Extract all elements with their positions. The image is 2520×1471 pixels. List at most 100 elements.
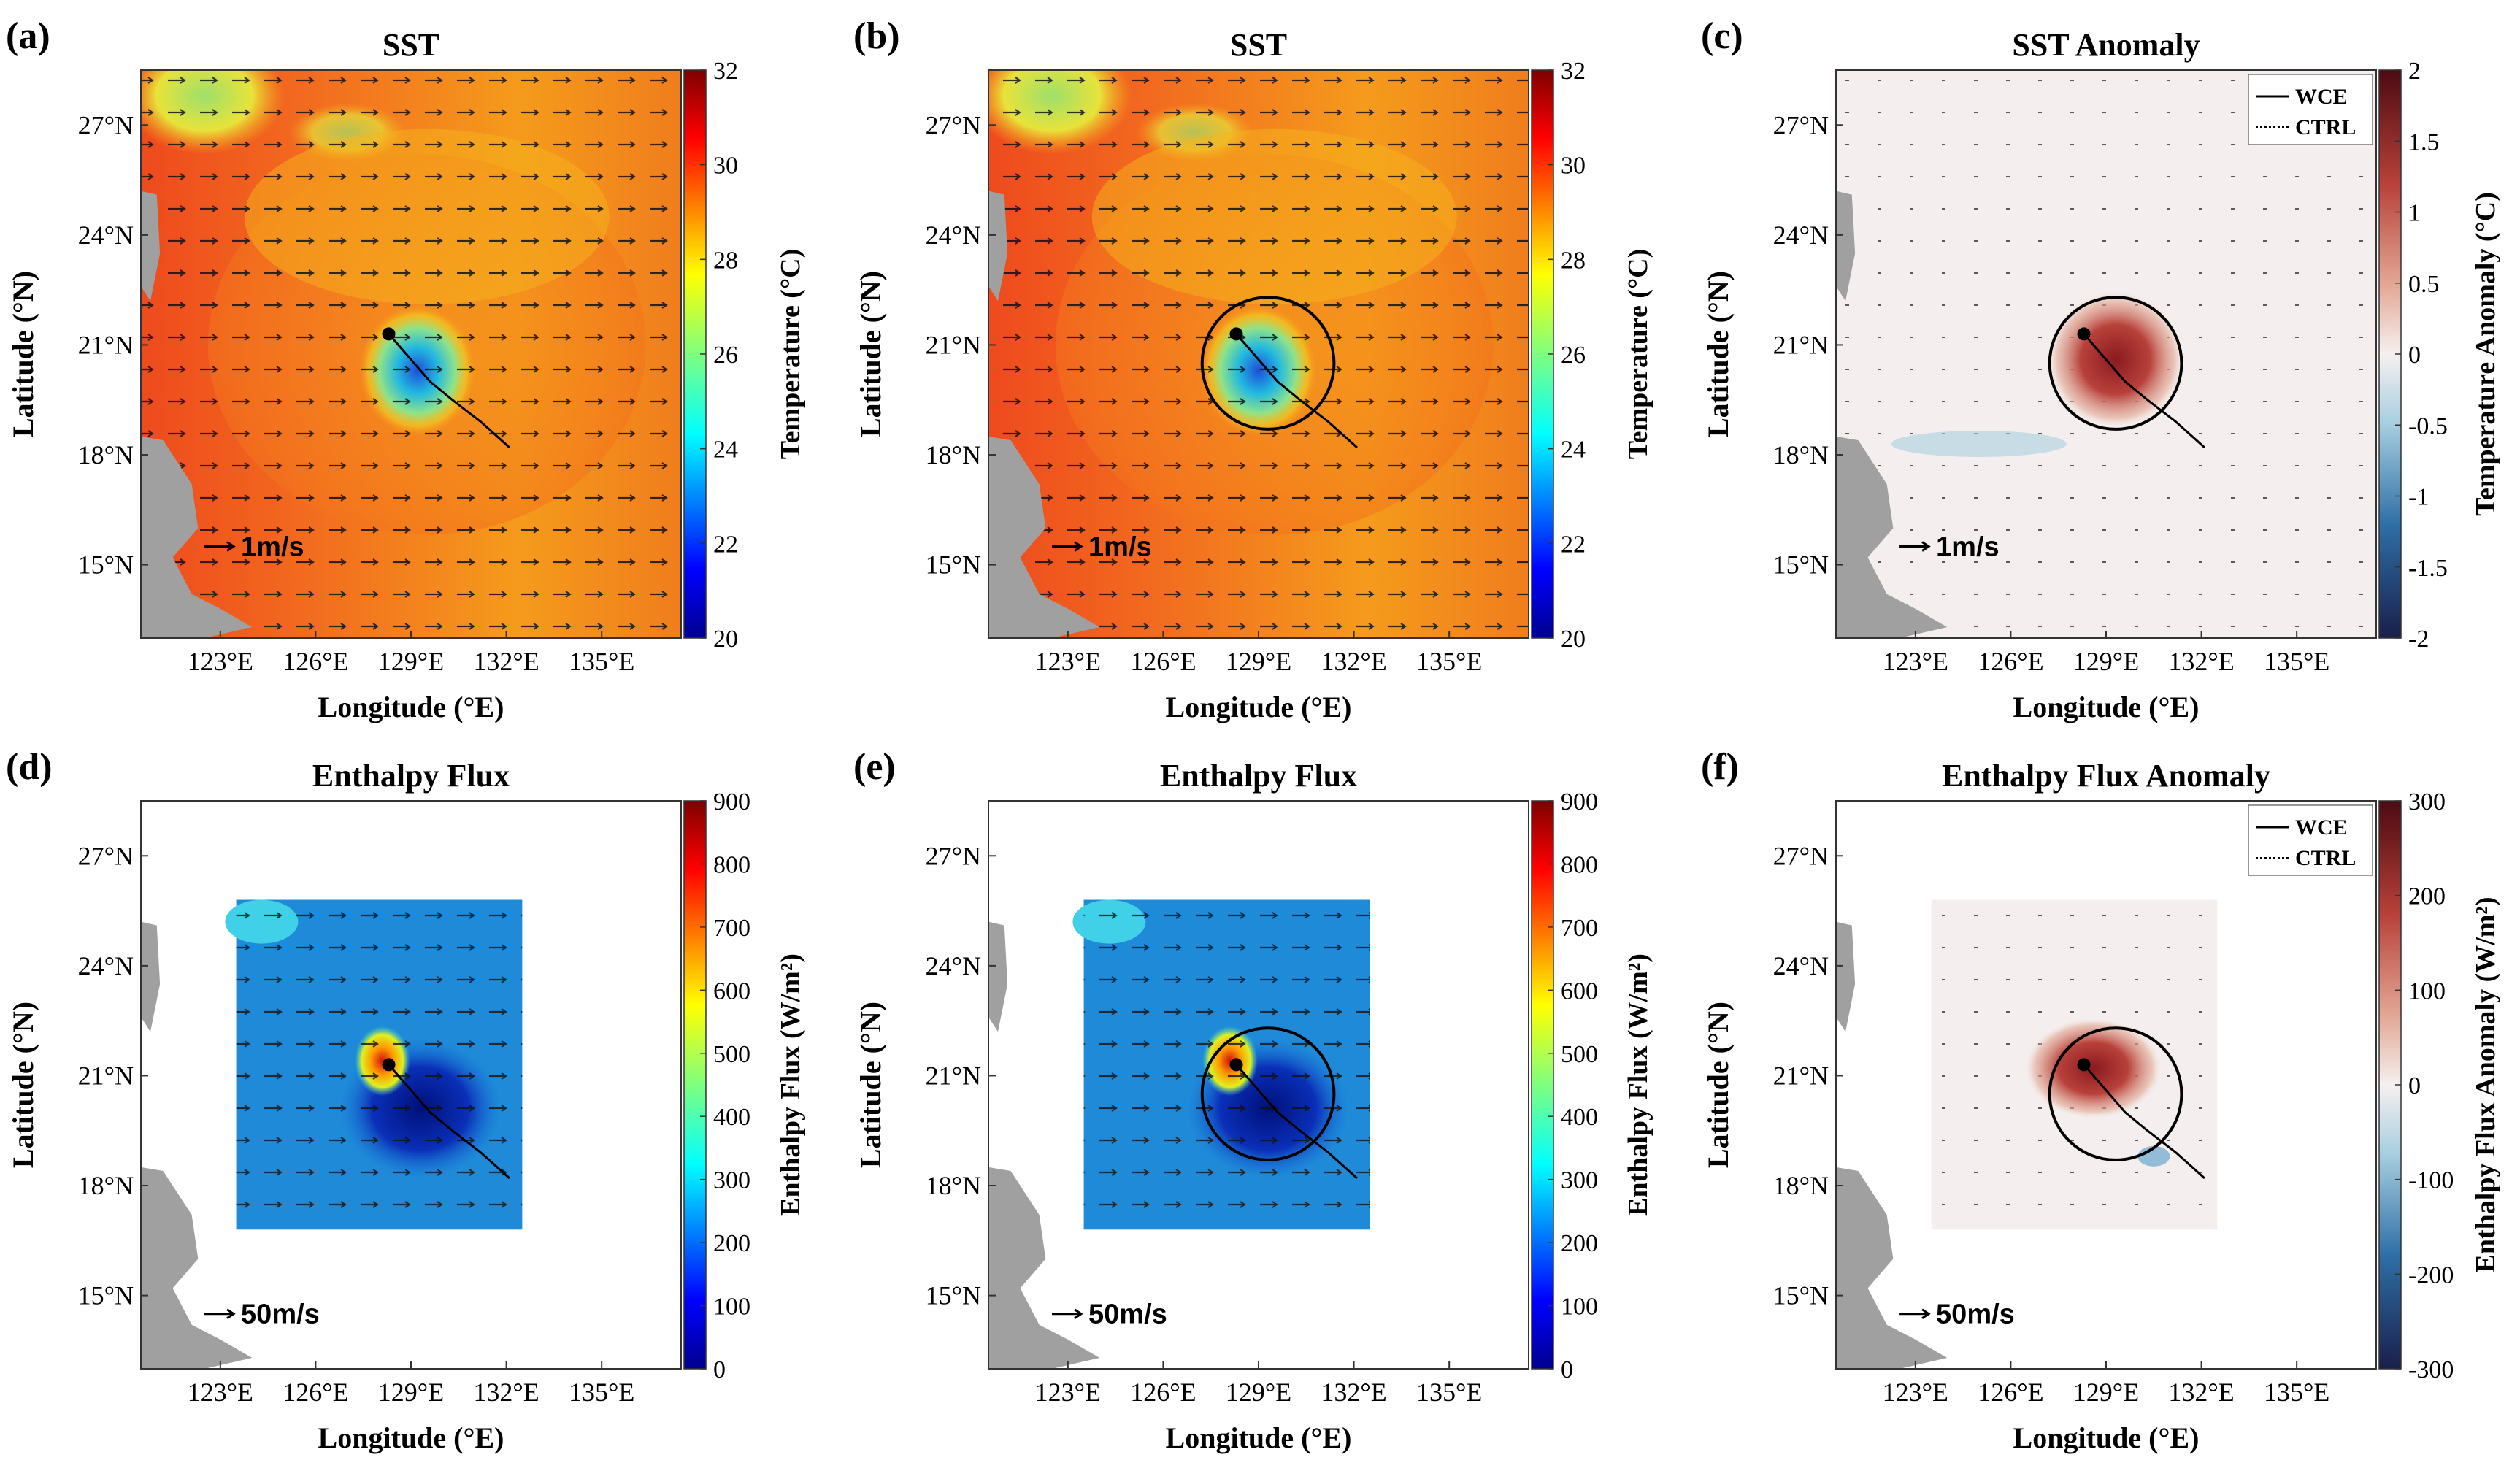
colorbar-tick-label: 30 (713, 153, 738, 180)
colorbar-tick-label: 1.5 (2408, 128, 2440, 155)
colorbar-tick-label: 22 (713, 531, 738, 558)
panel-title: Enthalpy Flux (312, 758, 510, 794)
typhoon-track (2083, 1064, 2205, 1180)
colorbar-tick-label: 800 (713, 851, 750, 878)
plot-area (1836, 801, 2376, 1369)
y-tick-label: 27°N (926, 841, 981, 870)
panel-label: (d) (6, 746, 53, 788)
reference-vector-head (1921, 1308, 1931, 1319)
y-tick-label: 18°N (1773, 1171, 1829, 1200)
colorbar-tick-label: 1 (2408, 200, 2421, 227)
colorbar-label: Enthalpy Flux (W/m²) (775, 953, 806, 1216)
y-tick-label: 27°N (1773, 841, 1829, 870)
colorbar-tick-label: 20 (713, 626, 738, 653)
y-tick-label: 27°N (78, 841, 134, 870)
sst-anomaly-warm (2046, 290, 2186, 429)
typhoon-track (1235, 1064, 1358, 1180)
land-luzon (141, 436, 253, 638)
colorbar-tick-label: -1.5 (2408, 555, 2448, 582)
colorbar-tick-label: 32 (713, 58, 738, 85)
x-axis-label: Longitude (°E) (1166, 691, 1352, 723)
track-start-marker (2077, 327, 2091, 341)
x-tick-label: 123°E (188, 647, 253, 676)
land-taiwan (988, 921, 1008, 1032)
track-start-marker (382, 327, 396, 341)
y-tick-label: 24°N (926, 220, 981, 250)
panel-b: (b) SST 1m/s 123°E 126°E 129°E 132°E 135°E 15°N 1… (853, 15, 1653, 723)
x-tick-label: 135°E (2264, 647, 2329, 676)
colorbar-tick-label: 26 (1561, 342, 1586, 369)
track-start-marker (382, 1058, 396, 1072)
y-tick-label: 15°N (1773, 1281, 1829, 1310)
colorbar-label: Temperature (°C) (775, 249, 806, 460)
wce-circle (1200, 1026, 1336, 1161)
colorbar-tick-label: 28 (713, 247, 738, 274)
y-tick-label: 24°N (78, 220, 134, 250)
colorbar-tick-label: 700 (1561, 915, 1598, 942)
x-tick-label: 123°E (1883, 647, 1948, 676)
colorbar-tick-label: 0.5 (2408, 271, 2440, 298)
colorbar-tick-label: 500 (1561, 1041, 1598, 1068)
panel-title: Enthalpy Flux (1160, 758, 1357, 794)
x-tick-label: 126°E (283, 647, 348, 676)
x-axis-label: Longitude (°E) (1166, 1421, 1352, 1454)
land-taiwan (1836, 921, 1856, 1032)
y-tick-label: 24°N (926, 951, 981, 980)
wind-vectors (1083, 899, 1370, 1230)
panel-title: SST Anomaly (2012, 27, 2200, 63)
reference-vector-label: 1m/s (1936, 532, 2000, 563)
plot-area (988, 801, 1529, 1369)
y-tick-label: 18°N (78, 1171, 134, 1200)
x-tick-label: 129°E (1226, 647, 1291, 676)
y-tick-label: 21°N (926, 1061, 981, 1090)
colorbar-tick-label: 2 (2408, 58, 2421, 85)
wce-circle (2048, 1026, 2183, 1161)
y-tick-label: 24°N (1773, 951, 1829, 980)
y-axis-label: Latitude (°N) (7, 1002, 39, 1168)
sst-anomaly-cool (1891, 430, 2067, 457)
reference-vector-head (226, 1308, 236, 1319)
track-start-marker (1229, 1058, 1243, 1072)
x-tick-label: 126°E (1130, 647, 1196, 676)
wind-vectors (236, 899, 523, 1230)
colorbar-tick-label: 22 (1561, 531, 1586, 558)
colorbar-tick-label: 600 (713, 978, 750, 1005)
y-tick-label: 24°N (78, 951, 134, 980)
y-tick-label: 27°N (78, 110, 134, 139)
x-tick-label: 135°E (1416, 647, 1482, 676)
panel-c: (c) SST Anomaly 1m/s WCE CTRL 123°E 126°E 129°E… (1701, 15, 2501, 723)
x-tick-label: 123°E (1035, 1378, 1101, 1407)
colorbar-tick-label: 32 (1561, 58, 1586, 85)
colorbar-tick-label: 0 (713, 1356, 726, 1383)
x-tick-label: 123°E (1883, 1378, 1948, 1407)
colorbar-tick-label: 500 (713, 1041, 750, 1068)
colorbar-tick-label: 28 (1561, 247, 1586, 274)
y-tick-label: 18°N (926, 440, 981, 469)
reference-vector-head (1921, 541, 1931, 552)
reference-vector-label: 50m/s (1936, 1299, 2015, 1330)
x-tick-label: 126°E (1978, 1378, 2043, 1407)
colorbar-tick-label: 300 (713, 1167, 750, 1194)
y-tick-label: 21°N (78, 330, 134, 359)
plot-area (141, 70, 681, 638)
colorbar-tick-label: 100 (2408, 978, 2446, 1005)
y-axis-label: Latitude (°N) (854, 271, 887, 437)
colorbar-label: Temperature Anomaly (°C) (2470, 192, 2501, 516)
land-luzon (1836, 436, 1948, 638)
x-tick-label: 132°E (2168, 1378, 2234, 1407)
x-tick-label: 135°E (2264, 1378, 2329, 1407)
colorbar-label: Enthalpy Flux Anomaly (W/m²) (2470, 897, 2501, 1273)
legend-label: WCE (2295, 815, 2348, 840)
colorbar-tick-label: 0 (2408, 342, 2421, 369)
panel-f: (f) Enthalpy Flux Anomaly 50m/s WCE CTRL 123°… (1701, 746, 2501, 1454)
panel-title: Enthalpy Flux Anomaly (1942, 758, 2270, 794)
colorbar-tick-label: 0 (2408, 1072, 2421, 1099)
colorbar-tick-label: -0.5 (2408, 412, 2448, 439)
colorbar-tick-label: 100 (1561, 1294, 1598, 1321)
colorbar-tick-label: 20 (1561, 626, 1586, 653)
panel-a: (a) SST 1m/s 123°E 126°E 129°E 132°E 135°E 15°N 1… (6, 15, 806, 723)
legend-box (2248, 74, 2373, 145)
x-axis-label: Longitude (°E) (318, 1421, 504, 1454)
reference-vector-label: 1m/s (241, 532, 304, 563)
